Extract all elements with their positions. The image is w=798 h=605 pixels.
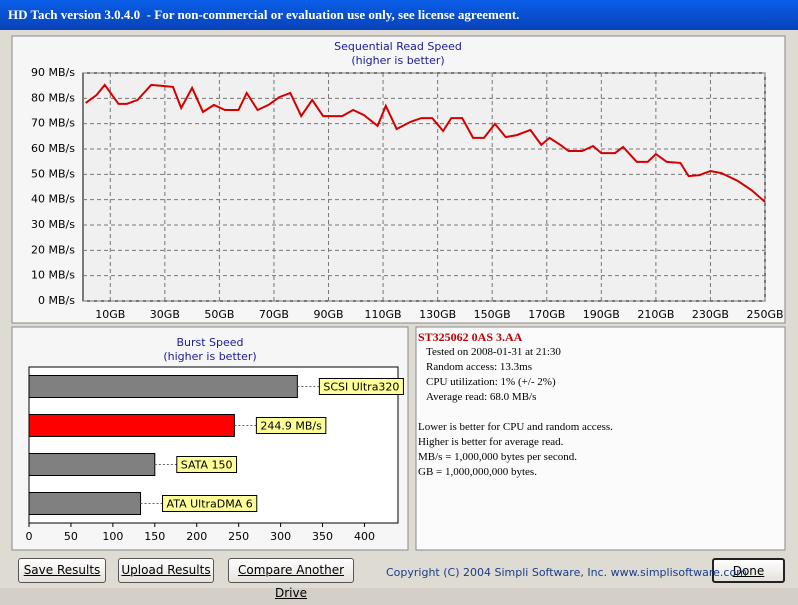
stat: Average read: 68.0 MB/s [426, 391, 537, 403]
x-tick-label: 90GB [313, 308, 343, 321]
x-tick-label: 100 [102, 530, 123, 543]
x-tick-label: 150GB [474, 308, 511, 321]
note: MB/s = 1,000,000 bytes per second. [418, 451, 577, 463]
x-tick-label: 70GB [259, 308, 289, 321]
note: Higher is better for average read. [418, 436, 564, 448]
x-tick-label: 150 [144, 530, 165, 543]
upload-button[interactable]: Upload Results [118, 558, 214, 583]
x-tick-label: 350 [312, 530, 333, 543]
title-bar: HD Tach version 3.0.4.0 - For non-commer… [0, 0, 798, 30]
label-box [162, 495, 258, 512]
label-box [318, 378, 404, 395]
x-tick-label: 110GB [365, 308, 402, 321]
done-button[interactable]: Done [712, 558, 785, 583]
y-tick-label: 80 MB/s [31, 91, 75, 104]
category-label: SCSI Ultra320 [323, 381, 399, 394]
label-box [176, 456, 238, 473]
x-tick-label: 250 [228, 530, 249, 543]
x-tick-label: 190GB [583, 308, 620, 321]
x-tick-label: 250GB [746, 308, 783, 321]
y-tick-label: 50 MB/s [31, 167, 75, 180]
x-tick-label: 400 [354, 530, 375, 543]
y-tick-label: 10 MB/s [31, 269, 75, 282]
x-tick-label: 0 [26, 530, 33, 543]
x-tick-label: 210GB [637, 308, 674, 321]
x-tick-label: 130GB [419, 308, 456, 321]
x-tick-label: 50GB [204, 308, 234, 321]
drive-name: ST325062 0AS 3.AA [418, 330, 523, 344]
y-tick-label: 40 MB/s [31, 193, 75, 206]
bar [28, 492, 142, 515]
chart-subtitle: (higher is better) [351, 54, 444, 67]
value-label: 244.9 MB/s [260, 420, 322, 433]
info-panel [415, 326, 786, 551]
y-tick-label: 0 MB/s [38, 294, 75, 307]
note: GB = 1,000,000,000 bytes. [418, 466, 537, 478]
bar [28, 453, 156, 476]
plot-area [82, 72, 766, 302]
chart-title: Sequential Read Speed [334, 40, 462, 53]
x-tick-label: 300 [270, 530, 291, 543]
stat: Random access: 13.3ms [426, 361, 533, 373]
data-line [85, 83, 766, 203]
y-tick-label: 70 MB/s [31, 117, 75, 130]
info: ST325062 0AS 3.AA Tested on 2008-01-31 a… [418, 330, 783, 480]
y-tick-label: 60 MB/s [31, 142, 75, 155]
stat: CPU utilization: 1% (+/- 2%) [426, 376, 556, 388]
category-label: SATA 150 [181, 459, 233, 472]
y-tick-label: 20 MB/s [31, 243, 75, 256]
x-tick-label: 30GB [150, 308, 180, 321]
bar [28, 375, 298, 398]
stat: Tested on 2008-01-31 at 21:30 [426, 346, 561, 358]
copyright: Copyright (C) 2004 Simpli Software, Inc.… [386, 566, 747, 579]
bar [28, 414, 235, 437]
x-tick-label: 170GB [528, 308, 565, 321]
save-button[interactable]: Save Results [18, 558, 106, 583]
note: Lower is better for CPU and random acces… [418, 421, 613, 433]
x-tick-label: 10GB [95, 308, 125, 321]
x-tick-label: 50 [64, 530, 78, 543]
charts: Sequential Read Speed(higher is better)0… [11, 35, 786, 551]
compare-button[interactable]: Compare Another Drive [228, 558, 354, 600]
chart-subtitle: (higher is better) [163, 350, 256, 363]
category-label: ATA UltraDMA 6 [167, 498, 253, 511]
x-tick-label: 230GB [692, 308, 729, 321]
x-tick-label: 200 [186, 530, 207, 543]
label-box [255, 417, 327, 434]
chart-title: Burst Speed [176, 336, 243, 349]
y-tick-label: 90 MB/s [31, 66, 75, 79]
y-tick-label: 30 MB/s [31, 218, 75, 231]
